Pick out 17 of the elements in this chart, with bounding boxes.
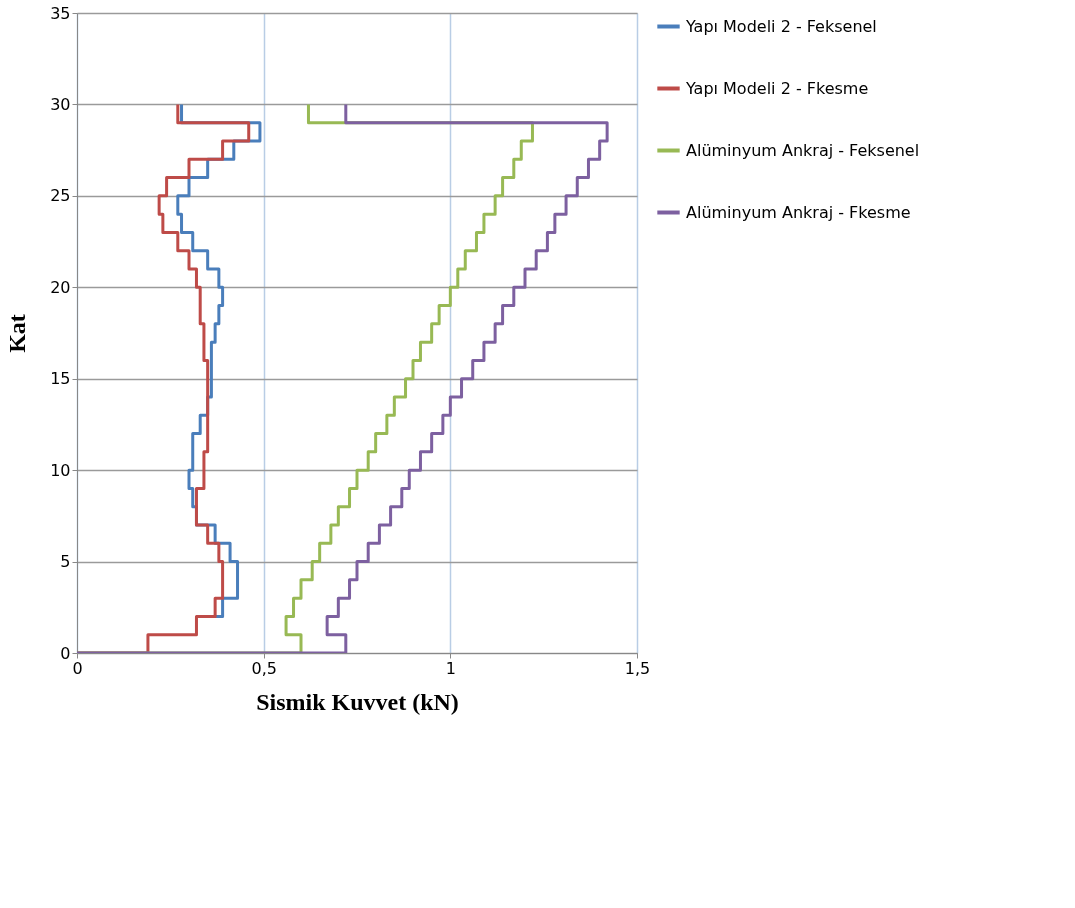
legend-label: Yapı Modeli 2 - Feksenel — [685, 16, 877, 36]
y-tick-label: 0 — [60, 643, 71, 663]
x-axis-title: Sismik Kuvvet (kN) — [256, 688, 459, 715]
y-tick-label: 30 — [50, 94, 71, 114]
legend-label: Yapı Modeli 2 - Fkesme — [685, 78, 869, 98]
legend-label: Alüminyum Ankraj - Feksenel — [686, 140, 920, 160]
y-tick-label: 5 — [60, 552, 71, 572]
x-tick-label: 0,5 — [251, 658, 277, 678]
y-axis-title: Kat — [4, 314, 31, 353]
x-tick-label: 1,5 — [624, 658, 651, 678]
y-tick-label: 20 — [50, 277, 71, 297]
x-tick-label: 1 — [445, 658, 456, 678]
y-tick-label: 10 — [50, 460, 71, 480]
y-tick-label: 35 — [50, 3, 71, 23]
y-tick-label: 25 — [50, 186, 71, 206]
legend-label: Alüminyum Ankraj - Fkesme — [686, 202, 911, 222]
y-tick-label: 15 — [50, 369, 71, 389]
